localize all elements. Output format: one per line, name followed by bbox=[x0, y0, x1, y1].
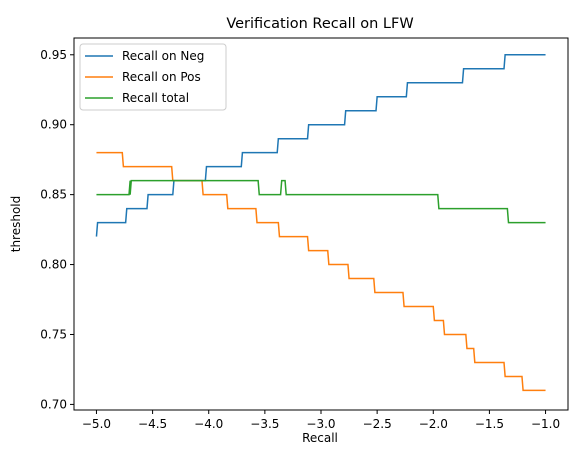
x-tick-label: −1.5 bbox=[475, 417, 504, 431]
y-tick-label: 0.95 bbox=[40, 48, 67, 62]
x-axis: −5.0 −4.5 −4.0 −3.5 −3.0 −2.5 −2.0 −1.5 −1.0 bbox=[82, 410, 560, 431]
x-tick-label: −5.0 bbox=[82, 417, 111, 431]
y-tick-label: 0.85 bbox=[40, 188, 67, 202]
series-line-0 bbox=[95, 54, 546, 237]
legend-entry-1: Recall on Pos bbox=[122, 70, 201, 84]
x-tick-label: −4.0 bbox=[194, 417, 223, 431]
x-tick-label: −3.5 bbox=[250, 417, 279, 431]
x-tick-label: −2.0 bbox=[419, 417, 448, 431]
x-tick-label: −1.0 bbox=[531, 417, 560, 431]
y-tick-label: 0.75 bbox=[40, 327, 67, 341]
legend: Recall on Neg Recall on Pos Recall total bbox=[79, 43, 227, 111]
legend-entry-2: Recall total bbox=[122, 91, 189, 105]
x-tick-label: −4.5 bbox=[138, 417, 167, 431]
x-tick-label: −3.0 bbox=[306, 417, 335, 431]
y-tick-label: 0.90 bbox=[40, 118, 67, 132]
plot-lines bbox=[95, 54, 546, 392]
series-line-2 bbox=[96, 179, 546, 224]
chart-title: Verification Recall on LFW bbox=[226, 16, 413, 32]
x-tick-label: −2.5 bbox=[363, 417, 392, 431]
x-axis-label: Recall bbox=[302, 431, 338, 445]
y-axis: 0.70 0.75 0.80 0.85 0.90 0.95 bbox=[40, 48, 74, 411]
legend-box bbox=[79, 43, 227, 111]
legend-entry-0: Recall on Neg bbox=[122, 49, 204, 63]
series-line-1 bbox=[96, 151, 546, 392]
y-tick-label: 0.70 bbox=[40, 397, 67, 411]
y-tick-label: 0.80 bbox=[40, 258, 67, 272]
y-axis-label: threshold bbox=[9, 196, 23, 253]
